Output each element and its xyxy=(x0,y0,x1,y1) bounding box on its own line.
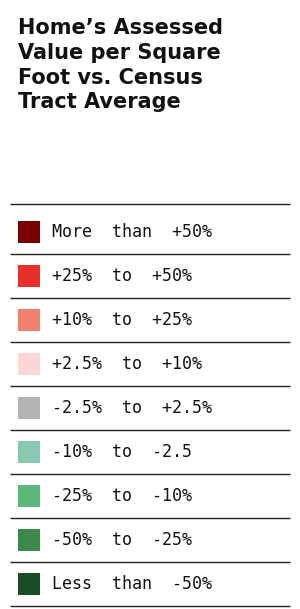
Bar xyxy=(18,573,40,595)
Text: -50%  to  -25%: -50% to -25% xyxy=(52,531,192,549)
Text: +25%  to  +50%: +25% to +50% xyxy=(52,267,192,285)
Bar xyxy=(18,309,40,331)
Bar xyxy=(18,485,40,507)
Bar xyxy=(18,265,40,287)
Bar xyxy=(18,529,40,551)
Text: -10%  to  -2.5: -10% to -2.5 xyxy=(52,443,192,461)
Text: -2.5%  to  +2.5%: -2.5% to +2.5% xyxy=(52,399,212,417)
Text: +2.5%  to  +10%: +2.5% to +10% xyxy=(52,355,202,373)
Bar xyxy=(18,353,40,375)
Bar xyxy=(18,221,40,243)
Text: -25%  to  -10%: -25% to -10% xyxy=(52,487,192,505)
Text: Home’s Assessed
Value per Square
Foot vs. Census
Tract Average: Home’s Assessed Value per Square Foot vs… xyxy=(18,18,223,113)
Bar xyxy=(18,441,40,463)
Text: Less  than  -50%: Less than -50% xyxy=(52,575,212,593)
Text: More  than  +50%: More than +50% xyxy=(52,223,212,241)
Bar xyxy=(18,397,40,419)
Text: +10%  to  +25%: +10% to +25% xyxy=(52,311,192,329)
